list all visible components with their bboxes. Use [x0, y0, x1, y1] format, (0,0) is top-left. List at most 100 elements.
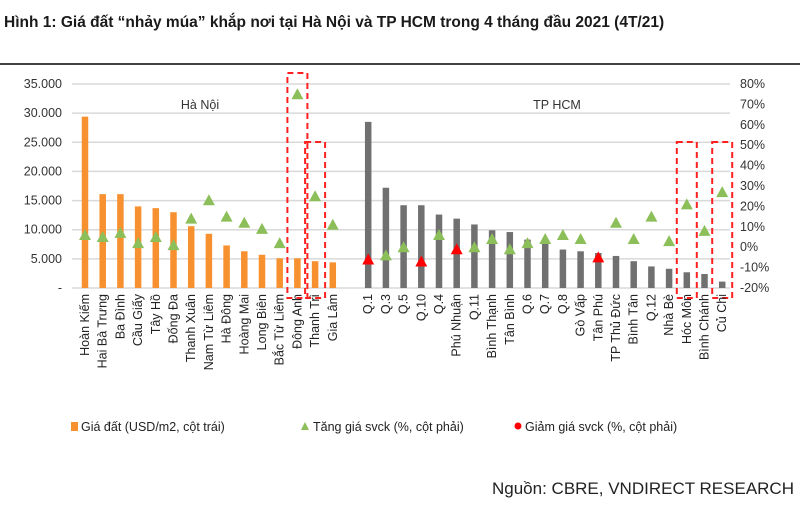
increase-marker [486, 233, 499, 245]
category-label: Hà Đông [220, 294, 234, 343]
highlight-box [286, 72, 309, 299]
left-axis-tick-label: 10.000 [24, 223, 62, 237]
increase-marker [149, 231, 162, 242]
bar-hcm [701, 274, 708, 288]
category-label: Q.3 [379, 294, 393, 314]
source-note: Nguồn: CBRE, VNDIRECT RESEARCH [492, 479, 794, 498]
legend: Giá đất (USD/m2, cột trái) Tăng giá svck… [71, 420, 677, 434]
category-label: Gia Lâm [326, 294, 340, 341]
category-label: Q.11 [467, 294, 481, 320]
right-axis-tick-label: 0% [740, 240, 758, 254]
category-label: Cầu Giấy [131, 293, 145, 346]
increase-marker [503, 243, 516, 255]
category-label: Bắc Từ Liêm [272, 294, 287, 365]
category-label: Q.12 [644, 294, 658, 321]
left-axis-tick-label: 25.000 [24, 135, 62, 149]
category-label: Hóc Môn [680, 294, 694, 344]
increase-marker [291, 88, 304, 100]
bar-hcm [648, 266, 655, 288]
bar-hcm [364, 121, 372, 288]
legend-swatch-price [71, 422, 78, 431]
bar-hcm [612, 255, 620, 288]
category-label: Hoàn Kiếm [78, 294, 92, 356]
increase-marker [645, 210, 658, 222]
gridlines [72, 83, 730, 289]
markers [79, 88, 729, 267]
increase-marker [96, 231, 109, 242]
category-label: Ba Đình [113, 294, 127, 339]
left-axis-ticks: - 5.000 10.000 15.000 20.000 25.000 30.000 35.0… [24, 77, 62, 295]
right-axis-tick-label: 70% [740, 97, 765, 111]
category-label: Q.8 [556, 294, 570, 314]
bar-hcm [665, 268, 673, 288]
increase-marker [627, 233, 640, 245]
right-axis-ticks: -20% -10% 0% 10% 20% 30% 40% 50% 60% 70% 80% [740, 77, 769, 295]
legend-label-increase: Tăng giá svck (%, cột phải) [313, 420, 464, 434]
legend-swatch-increase [301, 422, 309, 430]
bar-hcm [435, 214, 443, 288]
bar-hcm [541, 243, 549, 288]
increase-marker [716, 186, 729, 198]
increase-marker [185, 212, 198, 224]
right-axis-tick-label: 60% [740, 118, 765, 132]
bar-hcm [418, 205, 425, 288]
increase-marker [256, 222, 268, 234]
bar-hanoi [81, 116, 89, 288]
category-label: Q.7 [538, 294, 552, 314]
bar-hcm [488, 230, 496, 288]
category-label: Q.5 [397, 294, 411, 314]
increase-marker [397, 241, 410, 253]
category-label: Hoàng Mai [237, 294, 251, 354]
bar-hanoi [205, 233, 213, 288]
increase-marker [433, 228, 445, 240]
category-label: Q.1 [361, 294, 375, 314]
decrease-marker [415, 255, 428, 267]
increase-marker [167, 239, 180, 251]
highlight-box [304, 141, 327, 299]
highlight-box [675, 141, 698, 299]
bar-hanoi [241, 251, 248, 288]
increase-marker [539, 233, 552, 245]
bar-hcm [559, 249, 567, 288]
bar-hcm [524, 239, 531, 288]
category-label: Q.6 [521, 294, 535, 314]
category-label: Bình Thạnh [485, 294, 499, 358]
category-label: Hai Bà Trưng [96, 294, 110, 368]
category-label: Tân Bình [503, 294, 517, 345]
bar-hanoi [152, 208, 160, 288]
increase-marker [202, 194, 215, 206]
bar-hcm [506, 232, 514, 288]
increase-marker [132, 237, 145, 249]
category-label: Gò Vấp [574, 294, 588, 336]
left-axis-tick-label: 15.000 [24, 194, 62, 208]
right-axis-tick-label: -10% [740, 261, 769, 275]
decrease-marker [592, 251, 605, 263]
category-label: TP Thủ Đức [609, 294, 623, 362]
category-label: Bình Chánh [698, 294, 712, 360]
increase-marker [379, 249, 392, 261]
right-axis-tick-label: 50% [740, 138, 765, 152]
increase-marker [273, 237, 286, 249]
bar-hcm [577, 251, 584, 288]
right-axis-tick-label: 10% [740, 220, 765, 234]
bar-hcm [382, 187, 390, 288]
increase-marker [468, 241, 481, 253]
category-label: Nam Từ Liêm [202, 294, 216, 370]
left-axis-tick-label: - [58, 281, 62, 295]
category-label: Đông Anh [290, 294, 304, 349]
right-axis-tick-label: 40% [740, 159, 765, 173]
bar-hcm [595, 253, 602, 288]
decrease-marker [450, 243, 463, 255]
increase-marker [574, 233, 587, 245]
right-axis-tick-label: 80% [740, 77, 765, 91]
left-axis-tick-label: 20.000 [24, 164, 62, 178]
increase-marker [114, 226, 127, 238]
category-label: Nhà Bè [662, 294, 676, 336]
highlight-box [711, 141, 734, 299]
category-label: Tây Hồ [149, 294, 163, 334]
decrease-marker [362, 253, 375, 265]
legend-label-price: Giá đất (USD/m2, cột trái) [81, 420, 225, 434]
category-label: Thanh Trì [308, 294, 322, 348]
increase-marker [79, 228, 91, 240]
